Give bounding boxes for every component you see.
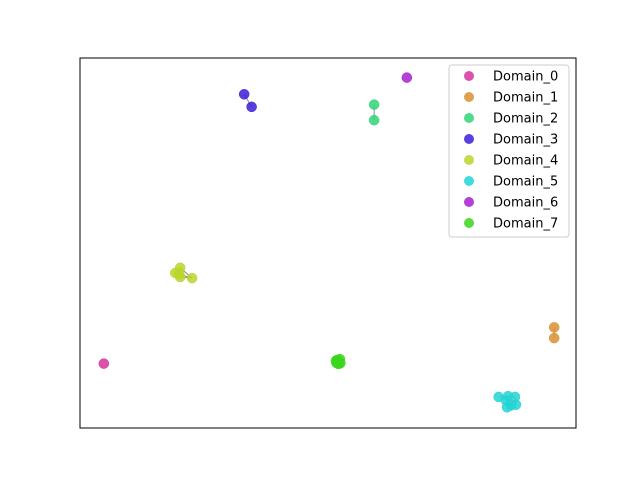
point-domain-6-0 — [401, 72, 413, 83]
point-domain-3-1 — [246, 101, 257, 113]
point-domain-1-1 — [548, 332, 560, 344]
point-domain-4-4 — [173, 268, 185, 280]
legend-label-domain-4: Domain_4 — [493, 154, 558, 169]
point-domain-1-0 — [548, 322, 560, 333]
legend-items: Domain_0 Domain_1 Domain_2 Domain_3 Domain_4… — [464, 70, 558, 232]
legend-label-domain-3: Domain_3 — [493, 133, 558, 148]
legend-marker-domain-3 — [464, 134, 474, 144]
legend-label-domain-5: Domain_5 — [493, 175, 558, 190]
legend-marker-domain-4 — [464, 155, 474, 165]
point-domain-0-0 — [98, 358, 110, 369]
legend-label-domain-2: Domain_2 — [493, 112, 558, 127]
legend-label-domain-1: Domain_1 — [493, 91, 558, 106]
legend-marker-domain-1 — [464, 92, 474, 102]
point-domain-7-7 — [335, 358, 346, 369]
point-domain-2-0 — [368, 99, 380, 110]
legend-marker-domain-2 — [464, 113, 474, 123]
point-domain-3-0 — [238, 89, 250, 100]
legend-label-domain-7: Domain_7 — [493, 217, 558, 232]
point-domain-2-1 — [368, 114, 380, 126]
legend-label-domain-6: Domain_6 — [493, 196, 558, 211]
legend-marker-domain-7 — [464, 218, 474, 228]
point-domain-5-5 — [510, 399, 522, 410]
legend-frame — [448, 64, 570, 238]
points-layer — [98, 72, 560, 413]
legend-marker-domain-6 — [464, 197, 474, 207]
point-domain-5-6 — [500, 395, 512, 406]
legend-label-domain-0: Domain_0 — [493, 70, 558, 85]
legend: Domain_0 Domain_1 Domain_2 Domain_3 Domain_4… — [448, 64, 570, 238]
legend-marker-domain-5 — [464, 176, 474, 186]
legend-marker-domain-0 — [464, 71, 474, 81]
point-domain-4-3 — [186, 272, 198, 284]
